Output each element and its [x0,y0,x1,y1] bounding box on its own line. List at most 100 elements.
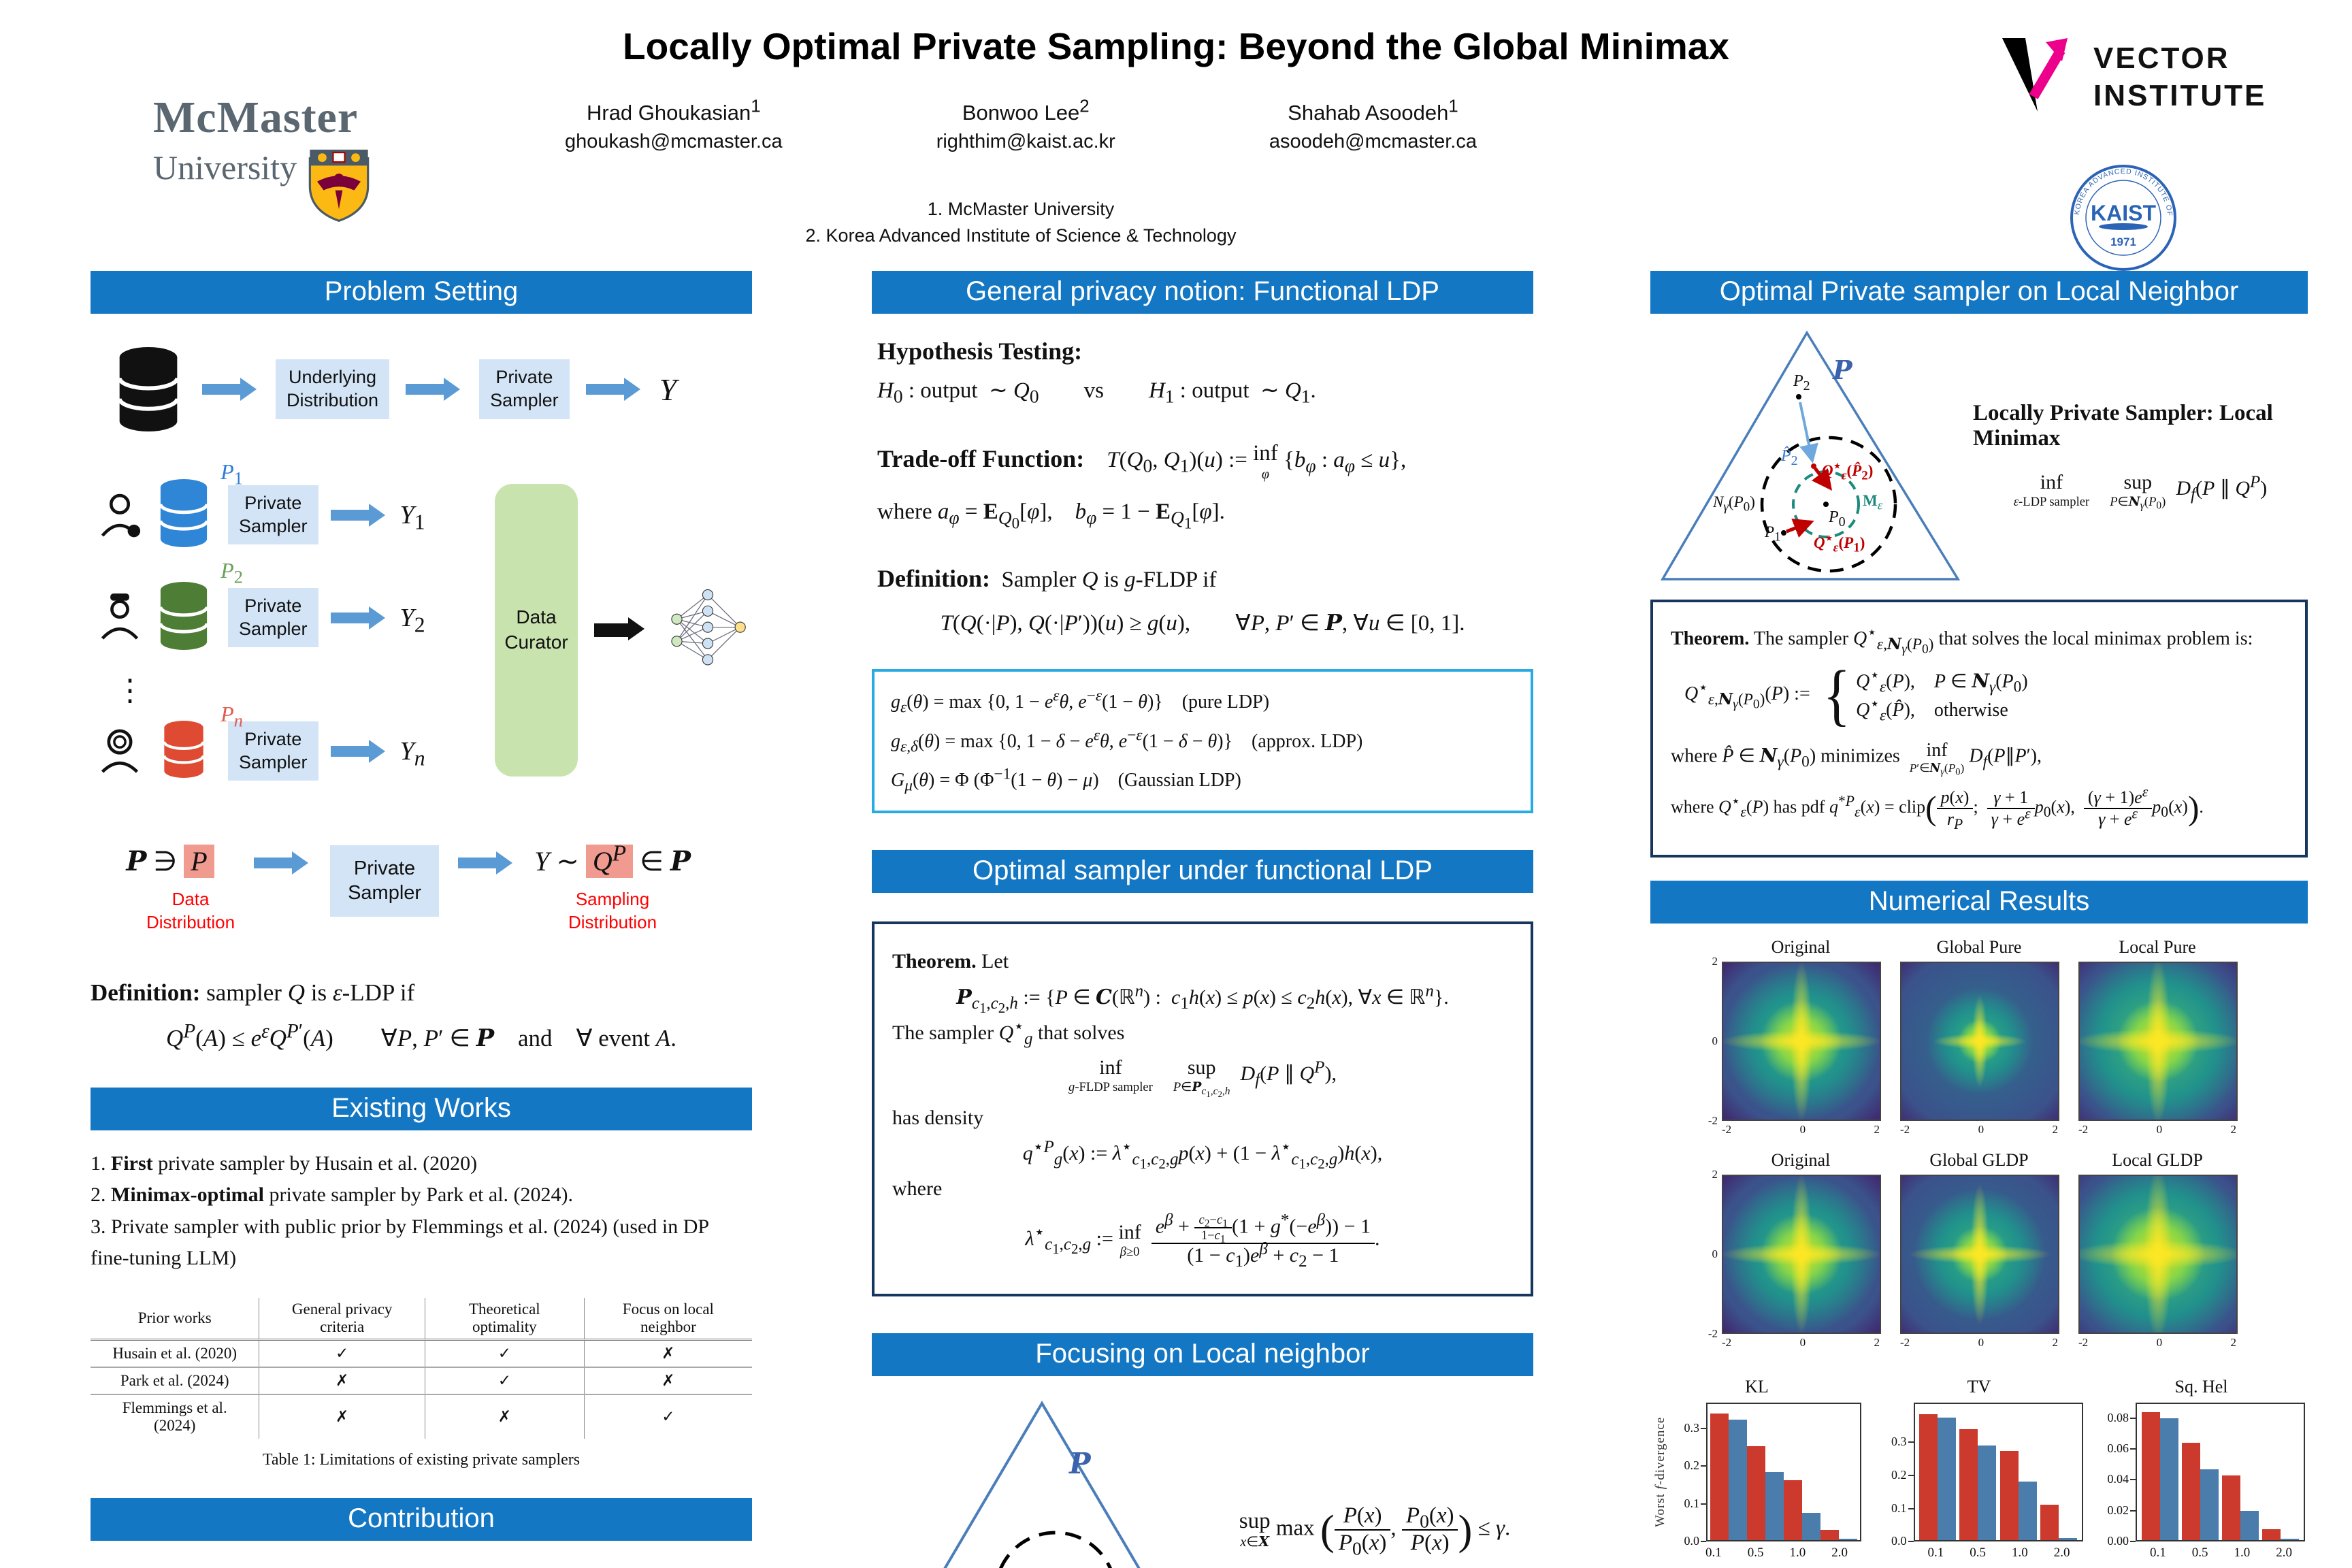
heatmap-local-pure [2078,962,2238,1122]
y-tick: 0.02 [2107,1503,2129,1517]
definition-line-1: Definition: sampler Q is ε-LDP if [91,979,415,1006]
column-left: Problem Setting Underlying Distribution P… [91,271,752,1568]
table-row: Flemmings et al. (2024) ✗ ✗ ✓ [91,1394,752,1439]
arrow-icon [330,739,385,763]
y-tick: 0 [1712,1034,1718,1048]
x-axis-ticks: 0.1 0.5 1.0 2.0 [1915,1546,2083,1561]
section-header-problem-setting: Problem Setting [91,271,752,314]
heatmap-title: Original [1771,1150,1831,1171]
output-yn-label: Yn [399,736,425,770]
y-tick: -2 [1708,1327,1718,1341]
y-tick: 0.04 [2107,1472,2129,1486]
theorem-box-local: Theorem. The sampler Q⋆ε,Nγ(P0) that sol… [1650,600,2308,858]
bar-global-2.0 [2262,1529,2281,1541]
vertical-ellipsis: ⋮ [115,674,145,707]
author-2: Bonwoo Lee2 righthim@kaist.ac.kr [936,98,1115,153]
m-epsilon-label: Mε [1863,492,1883,513]
g-functions-box: gε(θ) = max {0, 1 − eεθ, e−ε(1 − θ)} (pu… [872,669,1533,814]
plot-area [1706,1403,1861,1542]
tradeoff-where: where aφ = EQ0[φ], bφ = 1 − EQ1[φ]. [877,500,1225,532]
simplex-triangle-icon [943,1400,1141,1568]
kaist-logo: KOREA ADVANCED INSTITUTE OF SCIENCE AND … [2065,157,2178,276]
heatmap-title: Global GLDP [1929,1150,2029,1171]
contribution-block: Our private sampler overcomes three limi… [91,1564,752,1568]
table-cell-name: Flemmings et al. (2024) [122,1399,227,1434]
private-sampler-box: Private Sampler [479,359,570,419]
author-affil-sup: 1 [1448,97,1458,116]
existing-work-item: 3. Private sampler with public prior by … [91,1215,708,1270]
local-minimax-diagram: P P2 P̂2 Q⋆ε(P̂2) Nγ(P0) P0 Mε P1 Q⋆ε(P1… [1650,326,2308,585]
fldp-def-line1: Sampler Q is g-FLDP if [1001,568,1217,593]
bar-group [1710,1414,1747,1541]
bar-chart-tv: TV 0.0 0.1 0.2 0.3 0.1 0.5 1.0 2.0 [1876,1377,2083,1561]
plot-area [2136,1403,2305,1542]
author-1: Hrad Ghoukasian1 ghoukash@mcmaster.ca [565,98,783,153]
x-tick: 1.0 [2234,1546,2251,1561]
user-row-2: P2 Private Sampler Y2 [95,558,478,659]
underlying-distribution-box: Underlying Distribution [276,359,390,419]
g-pure-ldp: gε(θ) = max {0, 1 − eεθ, e−ε(1 − θ)} (pu… [891,687,1270,717]
output-y1-label: Y1 [399,500,425,534]
black-arrow-icon [594,617,644,640]
y-axis-label: Worst f-divergence [1653,1417,1667,1528]
theorem-intro: Theorem. The sampler Q⋆ε,Nγ(P0) that sol… [1671,623,2253,657]
theorem-keyword: Theorem. [892,950,977,973]
bar-group [1999,1450,2037,1541]
table-header-cell: Prior works [91,1297,259,1341]
y-tick: 0.06 [2107,1441,2129,1456]
author-name: Hrad Ghoukasian [586,101,751,125]
output-y-label: Y [659,372,677,407]
bar-local-0.1 [1729,1419,1747,1541]
x-axis-ticks: -2 0 2 [1900,1123,2058,1137]
neural-network-icon [671,589,746,665]
x-axis-ticks: -2 0 2 [1722,1123,1880,1137]
distribution-label-pn: Pn [220,702,243,731]
theorem-lambda-formula: λ⋆c1,c2,g := inf β≥0 eβ + c2−c1 1−c1 (1 + g… [1025,1210,1380,1271]
problem-setting-users: P1 Private Sampler Y1 P2 [95,459,752,783]
heatmap-global-gldp [1900,1175,2059,1335]
y-tick: -2 [1708,1114,1718,1128]
distribution-label-p1: P1 [220,459,243,489]
theorem-let: Let [981,950,1009,973]
bar-local-0.1 [2159,1418,2178,1541]
y-tick: 0.0 [1891,1534,1907,1548]
theorem-cases-formula: Q⋆ε,Nγ(P0)(P) := {Q⋆ε(P), P ∈ Nγ(P0) Q⋆ε(… [1684,657,2028,734]
x-tick: 0.1 [1705,1546,1722,1561]
plot-area [1913,1403,2083,1542]
section-header-existing-works: Existing Works [91,1087,752,1130]
bar-global-0.5 [1959,1428,1978,1541]
database-icon [117,347,180,431]
theorem-box-fldp: Theorem. Let Pc1,c2,h := {P ∈ C(ℝn) : c1… [872,921,1533,1296]
page-title: Locally Optimal Private Sampling: Beyond… [623,25,1729,67]
author-email: asoodeh@mcmaster.ca [1269,131,1477,152]
author-email: righthim@kaist.ac.kr [936,131,1115,152]
table-header-cell: General privacy criteria [259,1297,425,1341]
private-sampler-box: Private Sampler [228,587,318,648]
bar-global-0.5 [2181,1443,2200,1541]
tradeoff-block: Trade-off Function: T(Q0, Q1)(u) := inf φ… [872,442,1533,532]
table-cell-name: Husain et al. (2020) [91,1339,259,1368]
mcmaster-logo: McMaster University [153,92,372,224]
data-distribution-expr: P ∋ P [126,845,214,878]
y-tick: 2 [1712,955,1718,968]
bar-group [1919,1414,1957,1541]
table-header-cell: Focus on local neighbor [583,1297,752,1341]
bar-global-1.0 [2222,1475,2241,1541]
affiliation-2: 2. Korea Advanced Institute of Science &… [805,225,1237,246]
section-header-contribution: Contribution [91,1497,752,1541]
chef-icon [101,593,139,640]
bar-chart-kl: KL Worst f-divergence 0.0 0.1 0.2 0.3 0.1 0.… [1653,1377,1861,1561]
ldp-definition: Definition: sampler Q is ε-LDP if QP(A) … [91,979,752,1052]
bar-group [1747,1446,1784,1541]
author-name: Bonwoo Lee [962,101,1080,125]
x-tick: 2.0 [1831,1546,1848,1561]
author-affil-sup: 2 [1079,97,1090,116]
local-minimax-formula: inf ε-LDP sampler sup P∈Nγ(P0) Df(P ∥ QP) [2013,471,2268,512]
bar-group [1959,1428,1997,1541]
g-gaussian-ldp: Gμ(θ) = Φ (Φ−1(1 − θ) − μ) (Gaussian LDP… [891,765,1241,795]
table-cell-mark: ✓ [424,1339,585,1368]
x-axis-ticks: -2 0 2 [2078,1123,2236,1137]
heatmap-title: Local Pure [2119,937,2196,958]
kaist-year: 1971 [2110,235,2136,248]
table-cell-mark: ✓ [583,1394,752,1439]
